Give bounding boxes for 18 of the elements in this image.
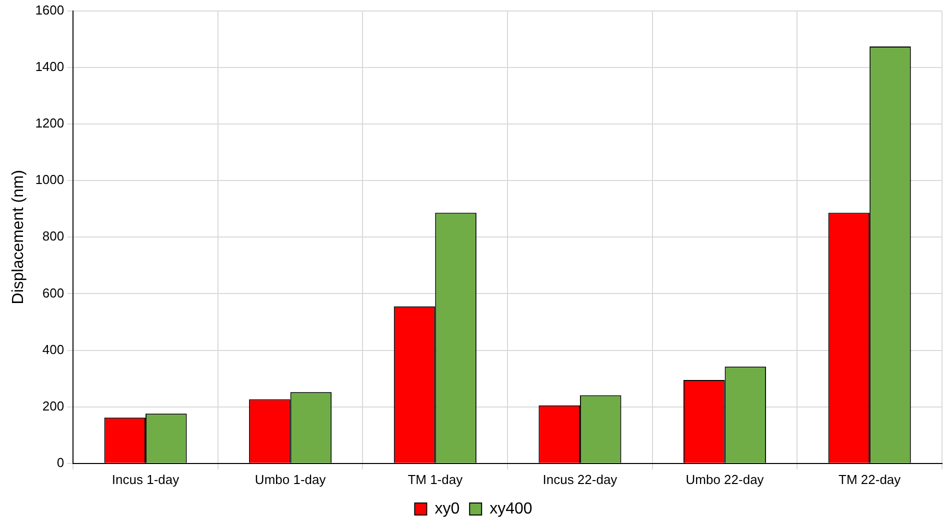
y-tick-label: 800 [42,228,64,244]
x-tick-label: Incus 1-day [112,472,180,487]
y-axis-title: Displacement (nm) [10,170,28,304]
x-tick-label: Incus 22-day [542,472,618,487]
x-tick-label: Umbo 1-day [254,472,326,487]
y-tick-label: 1400 [35,58,64,74]
x-tick-label: TM 1-day [408,472,464,487]
y-tick-label: 0 [56,454,64,470]
legend-label: xy0 [434,500,460,518]
legend-label: xy400 [490,500,532,518]
y-tick-label: 1200 [35,116,64,131]
y-tick-label: 600 [42,285,64,300]
y-tick-label: 200 [42,398,64,414]
x-tick-label: Umbo 22-day [686,472,764,487]
y-tick-label: 1000 [35,172,64,188]
x-tick-label: TM 22-day [838,472,902,487]
y-tick-label: 1600 [35,2,64,18]
y-tick-label: 400 [42,342,64,357]
